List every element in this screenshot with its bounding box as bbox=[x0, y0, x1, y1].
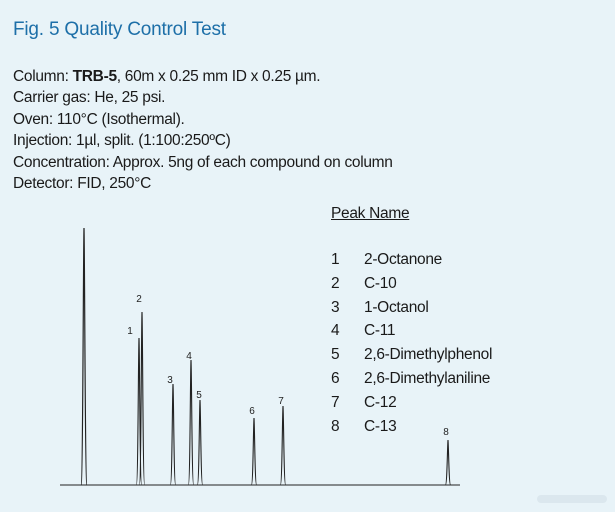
peak-label-2: 2 bbox=[136, 294, 142, 305]
legend-item: 2 C-10 bbox=[331, 275, 492, 299]
legend-title: Peak Name bbox=[331, 205, 410, 222]
condition-injection: Injection: 1µl, split. (1:100:250ºC) bbox=[13, 132, 231, 150]
legend-item: 1 2-Octanone bbox=[331, 251, 492, 275]
condition-detector: Detector: FID, 250°C bbox=[13, 175, 152, 193]
peak-label-5: 5 bbox=[196, 390, 202, 401]
legend-name: C-10 bbox=[364, 274, 397, 292]
legend-number: 4 bbox=[331, 322, 340, 340]
legend-item: 4 C-11 bbox=[331, 322, 492, 346]
condition-concentration: Concentration: Approx. 5ng of each compo… bbox=[13, 153, 393, 171]
condition-oven: Oven: 110°C (Isothermal). bbox=[13, 110, 185, 128]
legend-name: 1-Octanol bbox=[364, 298, 429, 316]
legend-item: 7 C-12 bbox=[331, 394, 492, 418]
condition-column: Column: TRB-5, 60m x 0.25 mm ID x 0.25 µ… bbox=[13, 68, 321, 85]
peak-label-4: 4 bbox=[186, 351, 192, 362]
legend-name: C-11 bbox=[364, 322, 396, 340]
legend-item: 8 C-13 bbox=[331, 418, 492, 442]
legend-number: 5 bbox=[331, 346, 340, 364]
peak-8 bbox=[444, 439, 452, 486]
chromatogram-trace-layer bbox=[60, 227, 460, 486]
legend-number: 7 bbox=[331, 393, 340, 411]
legend-number: 2 bbox=[331, 274, 340, 292]
peak-label-layer: 1 2 3 4 5 6 7 8 bbox=[127, 294, 449, 438]
peak-label-6: 6 bbox=[249, 406, 255, 417]
peak-4 bbox=[187, 359, 195, 486]
legend-name: 2,6-Dimethylaniline bbox=[364, 369, 491, 387]
peak-3 bbox=[169, 383, 177, 486]
peak-legend: Peak Name 1 2-Octanone 2 C-10 3 1-Octanol 4… bbox=[331, 205, 492, 441]
legend-number: 1 bbox=[331, 251, 340, 268]
legend-name: C-12 bbox=[364, 393, 397, 411]
peak-6 bbox=[250, 417, 258, 486]
legend-number: 3 bbox=[331, 298, 340, 316]
legend-name: 2,6-Dimethylphenol bbox=[364, 346, 493, 364]
peak-5 bbox=[196, 399, 204, 486]
legend-item: 6 2,6-Dimethylaniline bbox=[331, 370, 492, 394]
watermark-logo-icon bbox=[537, 495, 607, 503]
peak-2 bbox=[138, 311, 146, 486]
legend-name: 2-Octanone bbox=[364, 251, 442, 268]
condition-carrier-gas: Carrier gas: He, 25 psi. bbox=[13, 89, 166, 107]
peak-label-8: 8 bbox=[443, 427, 449, 438]
figure-title: Fig. 5 Quality Control Test bbox=[13, 19, 226, 40]
peak-label-3: 3 bbox=[167, 375, 173, 386]
legend-item: 5 2,6-Dimethylphenol bbox=[331, 346, 492, 370]
legend-name: C-13 bbox=[364, 417, 397, 435]
legend-number: 6 bbox=[331, 369, 340, 387]
legend-number: 8 bbox=[331, 417, 340, 435]
solvent-peak bbox=[80, 227, 88, 486]
peak-7 bbox=[279, 405, 287, 486]
legend-item: 3 1-Octanol bbox=[331, 299, 492, 323]
conditions-block: Column: TRB-5, 60m x 0.25 mm ID x 0.25 µ… bbox=[13, 66, 393, 194]
peak-label-7: 7 bbox=[278, 396, 284, 407]
peak-label-1: 1 bbox=[127, 326, 133, 337]
